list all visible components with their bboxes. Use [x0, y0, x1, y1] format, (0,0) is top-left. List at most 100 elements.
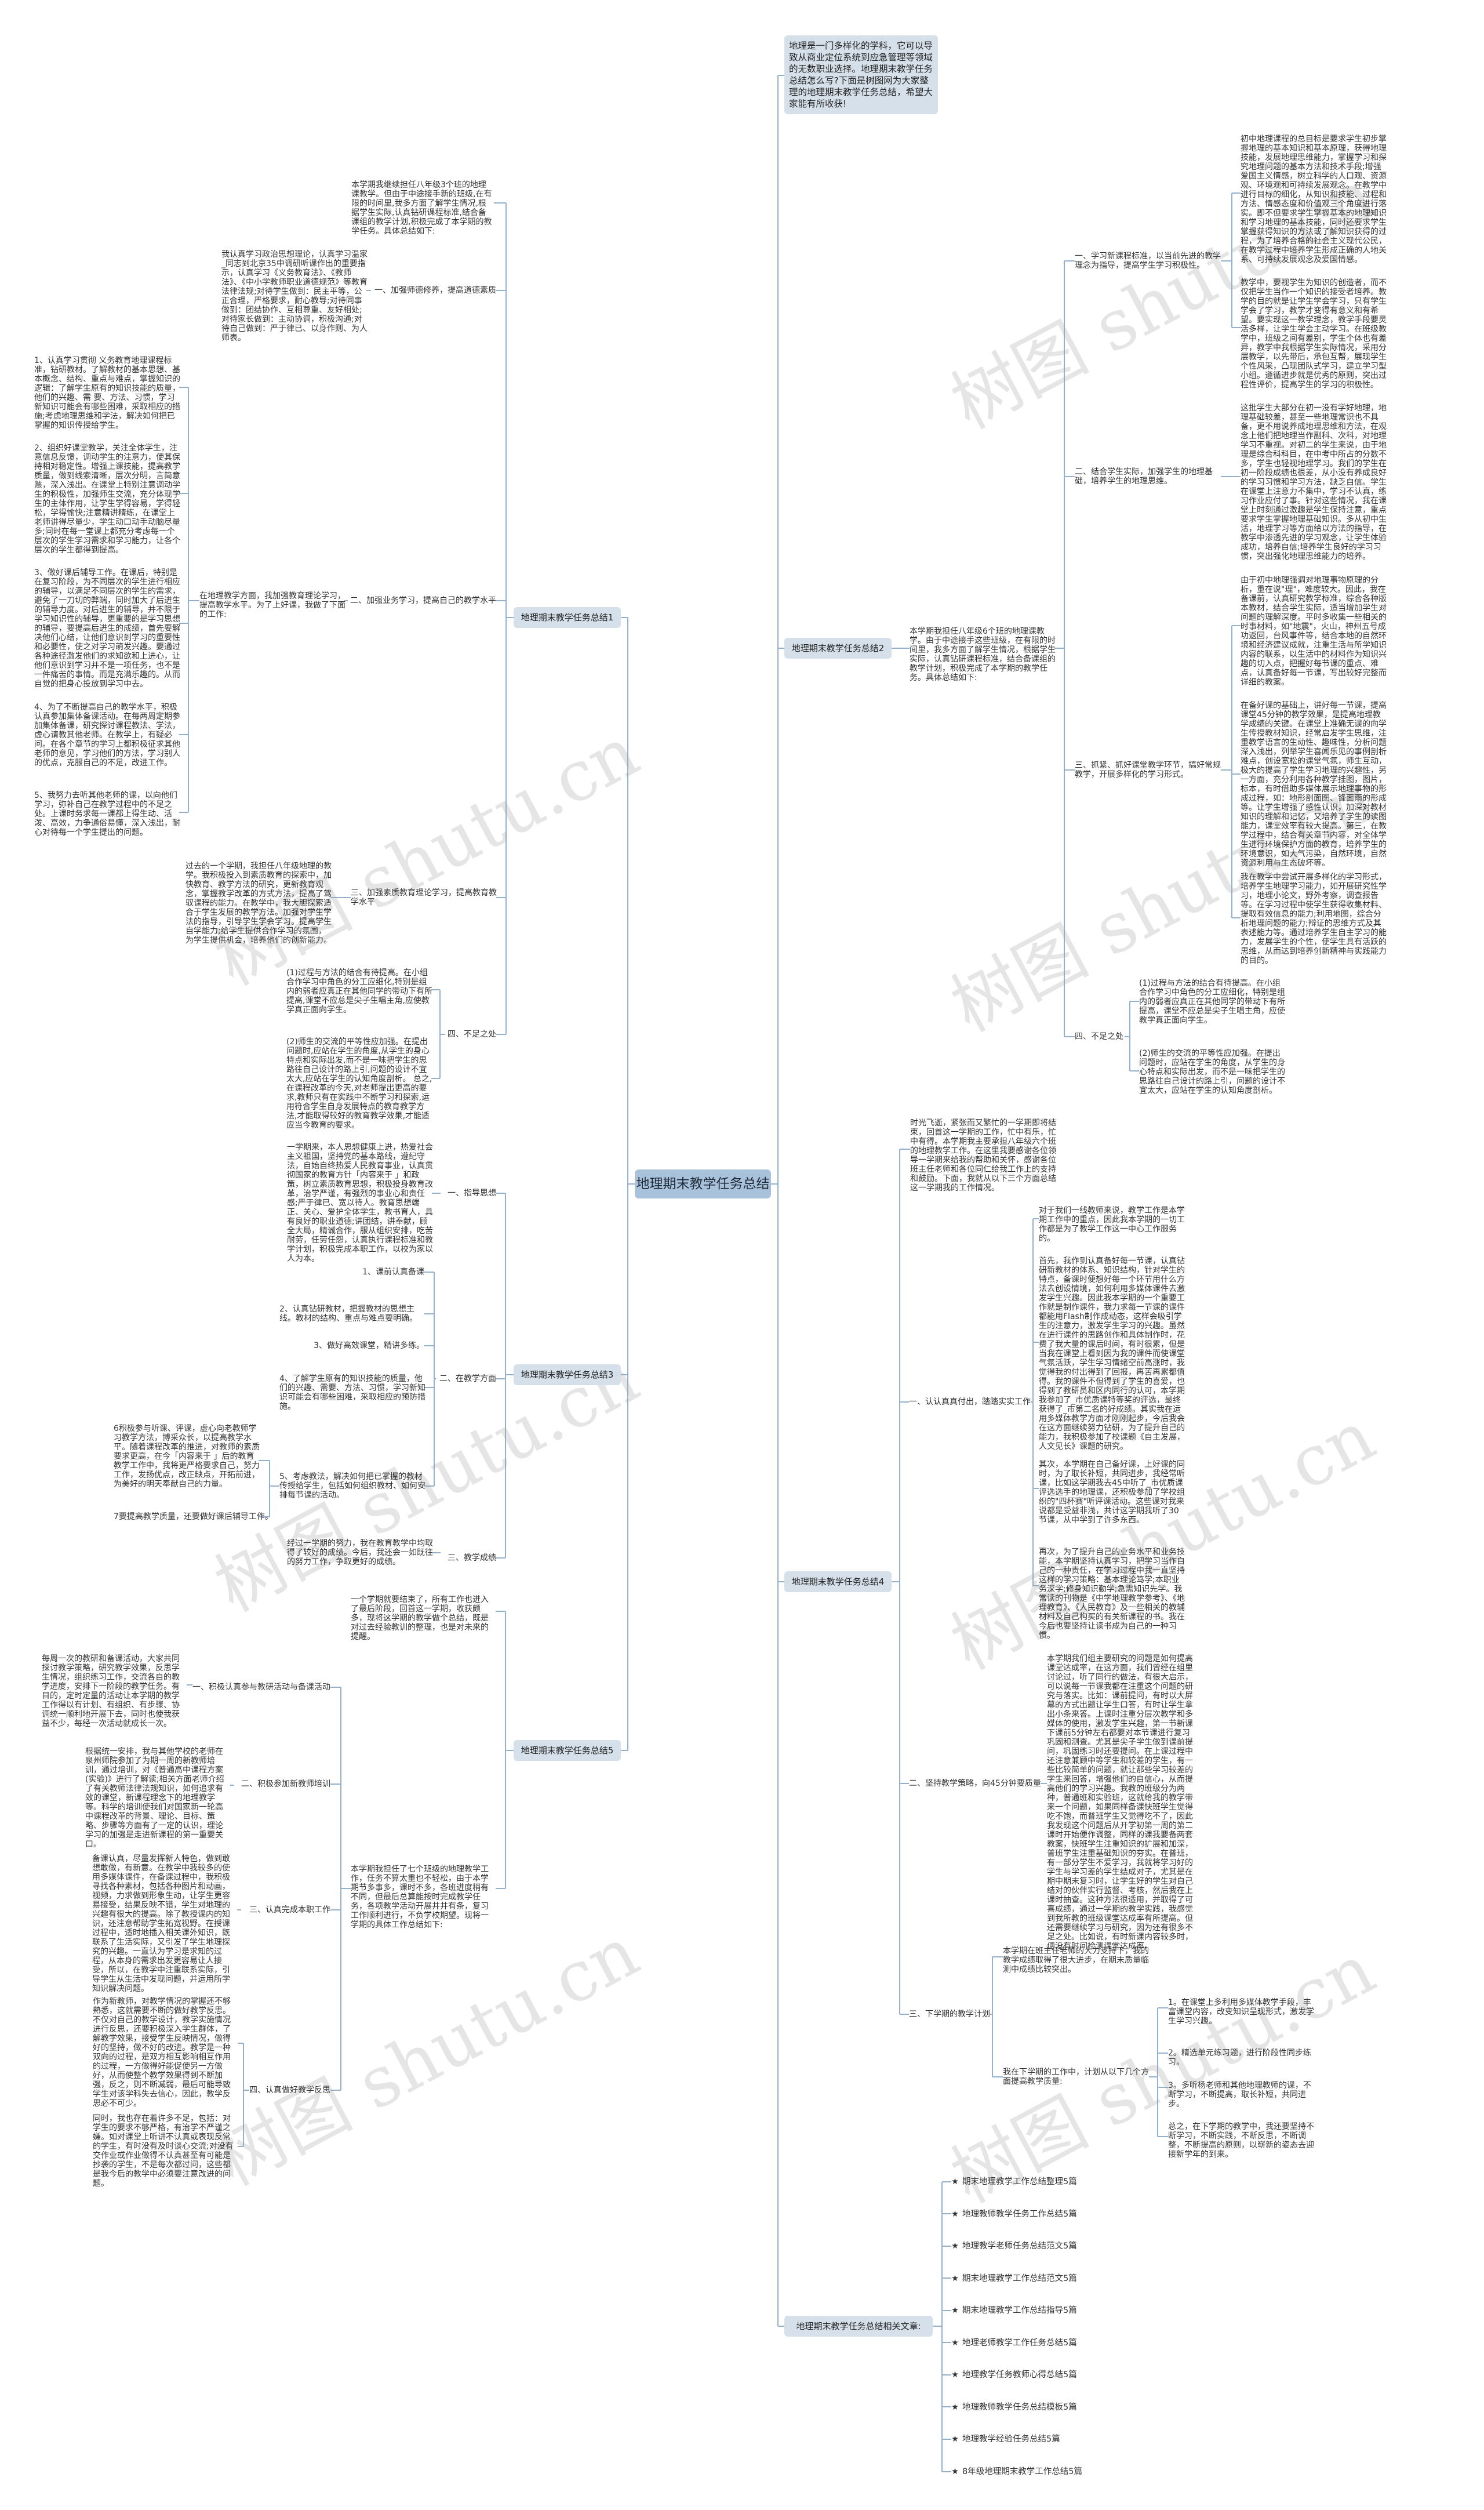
summary3-section-2[interactable]: 二、在教学方面 — [439, 1374, 496, 1383]
branch-summary-3[interactable]: 地理期末教学任务总结3 — [514, 1364, 621, 1385]
summary2-section-3[interactable]: 三、抓紧、抓好课堂教学环节，搞好常规教学，开展多样化的学习形式。 — [1075, 761, 1221, 779]
star-icon: ★ — [951, 2209, 959, 2219]
summary3-section-3[interactable]: 三、教学成绩 — [448, 1553, 496, 1563]
summary2-s3-p2: 在备好课的基础上，讲好每一节课，提高课堂45分钟的教学效果，是提高地理教学成绩的… — [1241, 701, 1387, 868]
star-icon: ★ — [951, 2402, 959, 2412]
related-article-link[interactable]: ★ 地理教学经验任务总结5篇 — [951, 2433, 1060, 2445]
related-article-link[interactable]: ★ 地理老师教学工作任务总结5篇 — [951, 2337, 1077, 2349]
related-article-title: 8年级地理期末教学工作总结5篇 — [962, 2467, 1082, 2476]
summary2-section-2[interactable]: 二、结合学生实际，加强学生的地理基础，培养学生的地理思维。 — [1075, 467, 1213, 486]
branch-related-articles[interactable]: 地理期末教学任务总结相关文章: — [784, 2316, 933, 2337]
summary5-section-4[interactable]: 四、认真做好教学反思 — [249, 2086, 330, 2095]
summary1-s2-lead: 在地理教学方面，我加强教育理论学习，提高教学水平。为了上好课，我做了下面的工作: — [199, 591, 345, 619]
summary5-intro: 一个学期就要结束了，所有工作也进入了最后阶段，回首这一学期，收获颇多，现将这学期… — [351, 1595, 489, 1641]
star-icon: ★ — [951, 2242, 959, 2251]
summary5-section-1[interactable]: 一、积极认真参与教研活动与备课活动 — [192, 1683, 330, 1692]
related-article-link[interactable]: ★ 8年级地理期末教学工作总结5篇 — [951, 2466, 1082, 2478]
related-article-title: 地理老师教学工作任务总结5篇 — [962, 2338, 1077, 2348]
summary2-s2-p1: 这批学生大部分在初一没有学好地理，地理基础较差，甚至一些地理常识也不具备，更不用… — [1241, 404, 1387, 561]
root-node[interactable]: 地理期末教学任务总结 — [635, 1169, 771, 1198]
star-icon: ★ — [951, 2467, 959, 2476]
summary2-intro: 本学期我担任八年级6个班的地理课教学。由于中途接手这些班级，在有限的时间里，我多… — [910, 627, 1056, 682]
summary4-s1-p3: 其次，本学期在自己备好课，上好课的同时，为了取长补短，共同进步，我经常听课，比如… — [1039, 1460, 1185, 1525]
related-article-link[interactable]: ★ 地理教学任务教师心得总结5篇 — [951, 2369, 1077, 2381]
summary1-s4-p1: (1)过程与方法的结合有待提高。在小组合作学习中角色的分工应细化,特别是组内的弱… — [286, 968, 432, 1015]
summary3-s2-item: 1、课前认真备课 — [362, 1267, 424, 1277]
star-icon: ★ — [951, 2177, 959, 2186]
summary4-s1-p2: 首先，我作到认真备好每一节课，认真钻研新教材的体系、知识结构，针对学生的特点，备… — [1039, 1256, 1185, 1451]
summary4-intro: 时光飞逝，紧张而又繁忙的一学期即将结束，回首这一学期的工作，忙中有乐，忙中有得。… — [910, 1118, 1056, 1193]
summary1-s2-item: 3、做好课后辅导工作。在课后，特别是在复习阶段，为不同层次的学生进行相应的辅导，… — [34, 568, 180, 689]
summary1-s2-item: 5、我努力去听其他老师的课，以向他们学习，弥补自己在教学过程中的不足之处。上课时… — [34, 791, 180, 837]
summary3-s2-item: 5、考虑教法，解决如何把已掌握的教材传授给学生，包括如何组织教材、如何安排每节课… — [279, 1472, 425, 1500]
related-article-link[interactable]: ★ 期末地理教学工作总结整理5篇 — [951, 2176, 1077, 2188]
summary5-section-2[interactable]: 二、积极参加新教师培训 — [241, 1779, 330, 1789]
summary2-s3-p1: 由于初中地理强调对地理事物原理的分析，重在说"理"，难度较大。因此，我在备课前，… — [1241, 576, 1387, 687]
related-article-link[interactable]: ★ 期末地理教学工作总结范文5篇 — [951, 2273, 1077, 2284]
related-article-title: 地理教学任务教师心得总结5篇 — [962, 2370, 1077, 2380]
summary3-s2-item: 3、做好高效课堂，精讲多练。 — [314, 1341, 424, 1350]
related-article-title: 地理教师教学任务工作总结5篇 — [962, 2209, 1077, 2219]
summary2-section-4[interactable]: 四、不足之处 — [1075, 1032, 1123, 1041]
summary2-section-1[interactable]: 一、学习新课程标准，以当前先进的教学理念为指导，提高学生学习积极性。 — [1075, 252, 1221, 270]
summary5-s2-text: 根据统一安排，我与其他学校的老师在泉州师院参加了为期一周的新教师培训，通过培训，… — [85, 1747, 224, 1849]
summary4-s3-lead: 我在下学期的工作中，计划从以下几个方面提高教学质量: — [1003, 2068, 1149, 2086]
summary4-section-1[interactable]: 一、认认真真付出，踏踏实实工作 — [909, 1397, 1031, 1407]
summary1-section-3[interactable]: 三、加强素质教育理论学习，提高教育教学水平 — [351, 888, 497, 907]
star-icon: ★ — [951, 2338, 959, 2348]
summary5-s4-p2: 同时，我也存在着许多不足，包括：对学生的要求不够严格，有治学不严谨之嫌。如对课堂… — [93, 2114, 234, 2188]
summary1-s4-p2: (2)师生的交流的平等性应加强。在提出问题时,应站在学生的角度,从学生的身心特点… — [286, 1037, 432, 1130]
related-article-title: 地理教学经验任务总结5篇 — [962, 2435, 1060, 2444]
summary1-s2-item: 4、为了不断提高自己的教学水平，积极认真参加集体备课活动。在每两周定期参加集体备… — [34, 703, 180, 768]
related-article-title: 地理教师教学任务总结模板5篇 — [962, 2402, 1077, 2412]
summary5-lead: 本学期我担任了七个班级的地理教学工作，任务不算太重也不轻松，由于本学期节多事多，… — [351, 1865, 489, 1930]
summary1-section-2[interactable]: 二、加强业务学习，提高自己的教学水平 — [350, 596, 496, 605]
summary2-s3-p3: 我在教学中尝试开展多样化的学习形式，培养学生地理学习能力，如开展研究性学习，地理… — [1241, 873, 1387, 965]
related-article-link[interactable]: ★ 期末地理教学工作总结指导5篇 — [951, 2305, 1077, 2316]
summary5-section-3[interactable]: 三、认真完成本职工作 — [249, 1905, 330, 1915]
summary3-s3-text: 经过一学期的努力，我在教育教学中均取得了较好的成绩。今后，我还会一如既往的努力工… — [287, 1539, 433, 1567]
summary1-s3-text: 过去的一个学期，我担任八年级地理的教学。我积极投入到素质教育的探索中，加快教育、… — [186, 862, 332, 945]
summary1-s1-text: 我认真学习政治思想理论，认真学习温家_同志到北京35中调研听课作出的重要指示，认… — [221, 250, 368, 343]
star-icon: ★ — [951, 2306, 959, 2315]
related-article-title: 地理教学老师任务总结范文5篇 — [962, 2242, 1077, 2251]
summary2-s4-p2: (2)师生的交流的平等性应加强。在提出问题时，应站在学生的角度，从学生的身心特点… — [1139, 1049, 1285, 1095]
summary5-s1-text: 每周一次的教研和备课活动，大家共同探讨教学策略，研究教学效果，反思学生情况，组织… — [42, 1654, 180, 1728]
summary4-s1-p4: 再次，为了提升自己的业务水平和业务技能，本学期坚持认真学习，把学习当作自己的一种… — [1039, 1548, 1185, 1640]
branch-summary-5[interactable]: 地理期末教学任务总结5 — [514, 1740, 621, 1761]
star-icon: ★ — [951, 2370, 959, 2380]
summary4-plan-item: 1。在课堂上多利用多媒体教学手段，丰富课堂内容，改变知识呈现形式，激发学生学习兴… — [1168, 1998, 1314, 2026]
related-article-title: 期末地理教学工作总结范文5篇 — [962, 2273, 1077, 2283]
summary4-s3-result: 本学期在班主任老师的大力支持下，我的教学成绩取得了很大进步，在期末质量临测中成绩… — [1003, 1946, 1149, 1974]
summary5-s3-text: 备课认真，尽量发挥新人特色，做到敢想敢做，有新意。在教学中我较多的使用多媒体课件… — [92, 1854, 230, 1993]
related-article-title: 期末地理教学工作总结整理5篇 — [962, 2177, 1077, 2186]
summary5-s4-p1: 作为新教师，对教学情况的掌握还不够熟悉，这就需要不断的做好教学反思。不仅对自己的… — [93, 1997, 231, 2108]
related-article-link[interactable]: ★ 地理教学老师任务总结范文5篇 — [951, 2240, 1077, 2252]
related-article-link[interactable]: ★ 地理教师教学任务工作总结5篇 — [951, 2208, 1077, 2220]
summary3-s2-subitem: 7要提高教学质量，还要做好课后辅导工作。 — [114, 1512, 273, 1521]
summary2-s1-p2: 教学中，要视学生为知识的创造者，而不仅把学生当作一个知识的接受者培养。教学的目的… — [1241, 278, 1387, 390]
summary4-plan-item: 3。多听杨老师和其他地理教师的课，不断学习，不断提高，取长补短，共同进步。 — [1168, 2081, 1311, 2109]
summary4-section-2[interactable]: 二、坚持教学策略，向45分钟要质量 — [909, 1779, 1041, 1788]
summary3-s2-item: 4、了解学生原有的知识技能的质量，他们的兴趣、需要、方法、习惯，学习新知识可能会… — [279, 1374, 425, 1411]
intro-node[interactable]: 地理是一门多样化的学科，它可以导致从商业定位系统到应急管理等领域的无数职业选择。… — [784, 35, 938, 114]
summary3-s2-item: 2、认真钻研教材，把握教材的思想主线。教材的结构、重点与难点要明确。 — [279, 1305, 417, 1323]
summary2-s1-p1: 初中地理课程的总目标是要求学生初步掌握地理的基本知识和基本原理，获得地理技能，发… — [1241, 135, 1387, 264]
branch-summary-2[interactable]: 地理期末教学任务总结2 — [784, 638, 892, 659]
summary4-plan-item: 2。精选单元练习题，进行阶段性同步练习。 — [1168, 2048, 1311, 2067]
summary1-intro: 本学期我继续担任八年级3个班的地理课教学。但由于中途接手新的班级,在有限的时间里… — [351, 180, 492, 236]
related-article-title: 期末地理教学工作总结指导5篇 — [962, 2306, 1077, 2315]
branch-summary-4[interactable]: 地理期末教学任务总结4 — [784, 1571, 892, 1592]
summary1-section-4[interactable]: 四、不足之处 — [448, 1030, 496, 1039]
summary4-plan-item: 总之，在下学期的教学中，我还要坚持不断学习，不断实践，不断反思，不断调整，不断提… — [1168, 2122, 1314, 2159]
summary3-section-1[interactable]: 一、指导思想 — [448, 1189, 496, 1198]
summary3-s1-text: 一学期来，本人思想健康上进，热爱社会主义祖国，坚持党的基本路线，遵纪守法，自始自… — [287, 1143, 433, 1263]
summary1-s2-item: 2、组织好课堂教学，关注全体学生，注意信息反馈，调动学生的注意力，使其保持相对稳… — [34, 444, 180, 555]
summary4-s2-text: 本学期我们组主要研究的问题是如何提高课堂达成率，在这方面，我们曾经在组里讨论过，… — [1047, 1654, 1193, 1951]
summary1-section-1[interactable]: 一、加强师德修养，提高道德素质 — [374, 286, 496, 295]
branch-summary-1[interactable]: 地理期末教学任务总结1 — [514, 607, 621, 628]
summary3-s2-subitem: 6积极参与听课、评课，虚心向老教师学习教学方法，博采众长，以提高教学水平。随着课… — [114, 1424, 260, 1489]
summary4-section-3[interactable]: 三、下学期的教学计划 — [909, 2010, 990, 2019]
related-article-link[interactable]: ★ 地理教师教学任务总结模板5篇 — [951, 2402, 1077, 2413]
